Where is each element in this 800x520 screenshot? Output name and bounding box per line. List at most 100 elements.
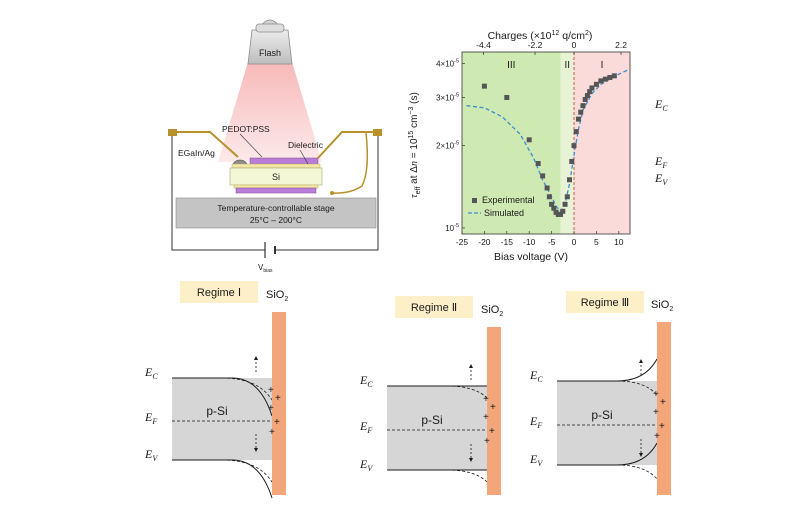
data-point <box>575 116 581 122</box>
data-point <box>611 73 617 79</box>
flash-beam <box>218 62 322 162</box>
positive-charge-icon: + <box>483 394 489 405</box>
top-tick-label: 2.2 <box>615 40 627 50</box>
regime-title-box <box>566 291 644 313</box>
data-point <box>549 201 555 207</box>
data-point <box>551 205 557 211</box>
p-si-region <box>387 386 487 470</box>
data-point <box>582 96 588 102</box>
regime-title-box <box>180 281 258 303</box>
si-label: Si <box>272 172 280 182</box>
sio2-label: SiO2 <box>266 289 288 303</box>
p-si-region <box>557 381 657 465</box>
valence-band-flat-dashed <box>221 459 273 483</box>
data-point <box>584 93 590 99</box>
regime-title-box <box>395 296 473 318</box>
region-label-1: III <box>507 60 515 71</box>
data-point <box>564 194 570 200</box>
pedot-pointer <box>239 133 263 158</box>
legend-label-experimental: Experimental <box>482 195 535 205</box>
data-point <box>481 83 487 89</box>
chart-ec-label: EC <box>654 97 668 113</box>
chart-legend: Experimental Simulated <box>468 195 535 218</box>
sio2-label: SiO2 <box>481 304 503 318</box>
data-point <box>558 211 564 217</box>
flash-label: Flash <box>259 48 281 58</box>
top-tick-label: -2.2 <box>528 40 543 50</box>
data-point <box>598 78 604 84</box>
positive-charge-icon: + <box>490 402 496 413</box>
valence-band-flat-dashed <box>446 469 488 483</box>
data-point <box>544 185 550 191</box>
positive-charge-icon: + <box>659 421 665 432</box>
y-tick-label: 4×10-5 <box>436 58 459 68</box>
region-labels: III II I <box>507 60 603 71</box>
y-axis-label: τeff at Δn = 1015 cm−3 (s) <box>408 92 422 198</box>
x-axis-label: Bias voltage (V) <box>494 251 568 263</box>
x-tick-label: -5 <box>548 237 556 247</box>
data-point <box>602 76 608 82</box>
data-point <box>560 208 566 214</box>
ef-label: EF <box>359 419 372 435</box>
region-label-3: I <box>601 60 604 71</box>
data-point <box>526 137 532 143</box>
valence-band <box>172 459 273 499</box>
conduction-band <box>557 358 658 382</box>
y-axis: 10-5 2×10-5 3×10-5 4×10-5 <box>436 58 465 233</box>
conduction-band <box>172 377 273 417</box>
data-point <box>593 81 599 87</box>
positive-charge-icon: + <box>653 389 659 400</box>
ef-label: EF <box>529 414 542 430</box>
region-1 <box>462 52 561 234</box>
sio2-layer <box>272 312 286 495</box>
y-tick-label: 3×10-5 <box>436 92 459 102</box>
dielectric-layer <box>231 163 321 169</box>
x-tick-label: -10 <box>523 237 536 247</box>
sio2-layer <box>487 327 501 495</box>
x-tick-label: 0 <box>572 237 577 247</box>
regime-title: Regime Ⅱ <box>411 302 457 314</box>
back-contact-2 <box>235 187 317 194</box>
region-2 <box>560 52 574 234</box>
positive-charge-icon: + <box>654 431 660 442</box>
dielectric-label: Dielectric <box>288 140 324 150</box>
top-tick-label: -4.4 <box>476 40 491 50</box>
data-point <box>546 194 552 200</box>
positive-charge-icon: + <box>274 417 280 428</box>
conduction-band-flat-dashed <box>221 377 273 401</box>
ev-label: EV <box>144 447 158 463</box>
setup-panel: Flash Vbias Si <box>168 19 382 274</box>
lifetime-chart: -25 -20 -15 -10 -5 0 5 10 -4.4 -2.2 0 2.2 10-5 2×10… <box>408 30 668 263</box>
valence-band-flat-dashed <box>616 464 658 480</box>
probe-right <box>317 129 382 195</box>
data-point <box>607 74 613 80</box>
positive-charge-icon: + <box>268 403 274 414</box>
experimental-series <box>481 73 617 217</box>
positive-charge-icon: + <box>268 385 274 396</box>
positive-charge-icon: + <box>269 427 275 438</box>
vbias-label: Vbias <box>258 263 273 274</box>
data-point <box>578 109 584 115</box>
data-point <box>573 129 579 135</box>
data-point <box>571 143 577 149</box>
chart-frame <box>461 51 631 235</box>
legend-label-simulated: Simulated <box>484 208 524 218</box>
back-contact-1 <box>233 184 319 189</box>
regime-title: Regime Ⅲ <box>581 297 630 309</box>
y-tick-label: 10-5 <box>445 223 459 233</box>
x-tick-label: 5 <box>594 237 599 247</box>
conduction-band-flat-dashed <box>616 380 658 396</box>
flash-lamp-icon <box>247 19 293 65</box>
x-tick-label: 10 <box>614 237 624 247</box>
y-tick-label: 2×10-5 <box>436 141 459 151</box>
chart-ef-label: EF <box>654 154 667 170</box>
top-tick-label: 0 <box>572 40 577 50</box>
data-point <box>567 177 573 183</box>
temperature-stage <box>175 197 377 229</box>
data-point <box>580 103 586 109</box>
x-tick-label: -25 <box>456 237 469 247</box>
probe-left <box>168 129 239 158</box>
